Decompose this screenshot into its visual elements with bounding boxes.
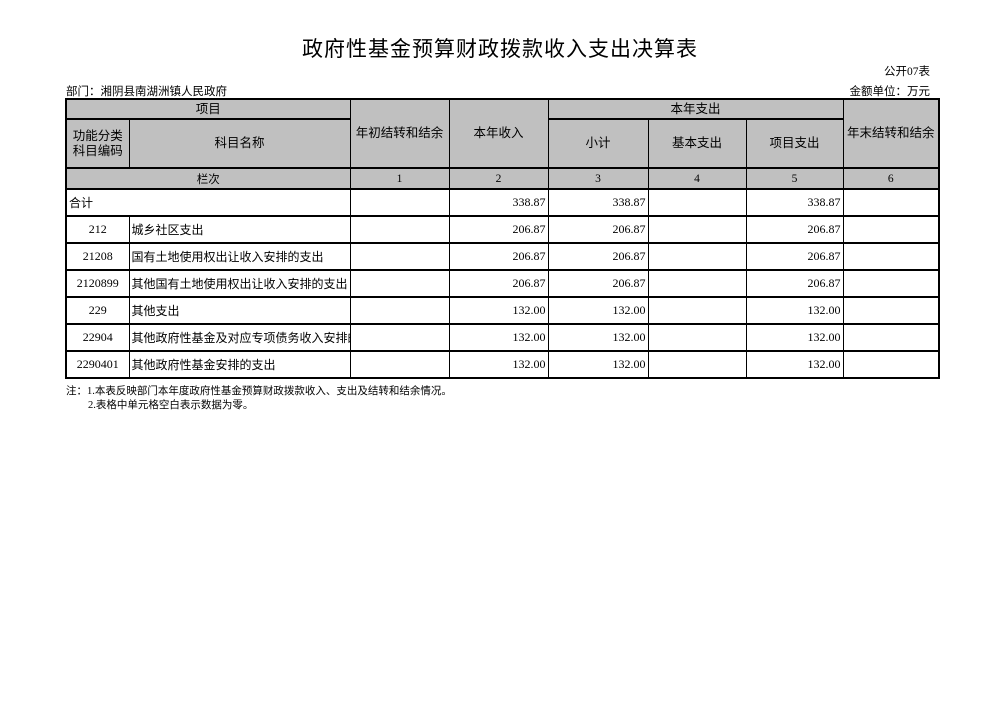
footnote-text-1: 1.本表反映部门本年度政府性基金预算财政拨款收入、支出及结转和结余情况。 xyxy=(87,386,452,397)
row-subject-name: 城乡社区支出 xyxy=(128,215,351,244)
row-code: 22904 xyxy=(65,323,130,352)
row-basic-expense xyxy=(647,296,747,325)
row-subject-name: 其他政府性基金安排的支出 xyxy=(128,350,351,379)
row-end-balance xyxy=(842,350,940,379)
row-subject-name: 其他政府性基金及对应专项债务收入安排的 xyxy=(128,323,351,352)
row-subtotal: 206.87 xyxy=(547,242,649,271)
footnote-prefix: 注： xyxy=(66,386,87,397)
row-year-income: 206.87 xyxy=(448,215,549,244)
column-index-6: 6 xyxy=(842,167,940,190)
col-header-project: 项目 xyxy=(65,98,351,120)
row-begin-balance xyxy=(349,242,450,271)
row-begin-balance xyxy=(349,215,450,244)
table-row: 229 其他支出 132.00 132.00 132.00 xyxy=(65,296,940,325)
department-label: 部门：湘阴县南湖洲镇人民政府 xyxy=(66,86,227,98)
row-subtotal: 132.00 xyxy=(547,323,649,352)
total-row-label: 合计 xyxy=(65,188,351,217)
row-project-expense: 132.00 xyxy=(745,296,844,325)
row-code: 2290401 xyxy=(65,350,130,379)
amount-unit-label: 金额单位：万元 xyxy=(849,86,931,98)
row-subtotal: 206.87 xyxy=(547,269,649,298)
footnotes: 注：1.本表反映部门本年度政府性基金预算财政拨款收入、支出及结转和结余情况。 2… xyxy=(66,385,452,412)
row-end-balance xyxy=(842,215,940,244)
column-index-4: 4 xyxy=(647,167,747,190)
row-code: 212 xyxy=(65,215,130,244)
total-begin-balance xyxy=(349,188,450,217)
col-header-subtotal: 小计 xyxy=(547,118,649,169)
row-end-balance xyxy=(842,269,940,298)
total-row: 合计 338.87 338.87 338.87 xyxy=(65,188,940,217)
row-begin-balance xyxy=(349,350,450,379)
col-header-year-expense: 本年支出 xyxy=(547,98,844,120)
col-header-project-expense: 项目支出 xyxy=(745,118,844,169)
total-end-balance xyxy=(842,188,940,217)
table-row: 21208 国有土地使用权出让收入安排的支出 206.87 206.87 206… xyxy=(65,242,940,271)
total-year-income: 338.87 xyxy=(448,188,549,217)
column-index-3: 3 xyxy=(547,167,649,190)
column-index-5: 5 xyxy=(745,167,844,190)
column-index-label: 栏次 xyxy=(65,167,351,190)
row-year-income: 206.87 xyxy=(448,269,549,298)
row-subject-name: 国有土地使用权出让收入安排的支出 xyxy=(128,242,351,271)
row-year-income: 132.00 xyxy=(448,323,549,352)
footnote-line-2: 2.表格中单元格空白表示数据为零。 xyxy=(88,399,254,411)
row-project-expense: 132.00 xyxy=(745,323,844,352)
row-begin-balance xyxy=(349,323,450,352)
row-code: 2120899 xyxy=(65,269,130,298)
row-basic-expense xyxy=(647,215,747,244)
row-end-balance xyxy=(842,296,940,325)
fund-budget-table: 项目 年初结转和结余 本年收入 本年支出 年末结转和结余 功能分类科目编码 科目… xyxy=(65,98,941,379)
row-subject-name: 其他国有土地使用权出让收入安排的支出 xyxy=(128,269,351,298)
column-index-1: 1 xyxy=(349,167,450,190)
column-index-2: 2 xyxy=(448,167,549,190)
row-subtotal: 206.87 xyxy=(547,215,649,244)
row-project-expense: 206.87 xyxy=(745,242,844,271)
header-row-2: 功能分类科目编码 科目名称 小计 基本支出 项目支出 xyxy=(65,118,939,169)
total-subtotal: 338.87 xyxy=(547,188,649,217)
header-row-1: 项目 年初结转和结余 本年收入 本年支出 年末结转和结余 xyxy=(65,98,940,169)
row-year-income: 206.87 xyxy=(448,242,549,271)
column-index-row: 栏次 1 2 3 4 5 6 xyxy=(65,167,940,190)
total-project-expense: 338.87 xyxy=(745,188,844,217)
row-basic-expense xyxy=(647,269,747,298)
row-basic-expense xyxy=(647,323,747,352)
col-header-basic-expense: 基本支出 xyxy=(647,118,747,169)
total-basic-expense xyxy=(647,188,747,217)
col-header-begin-balance: 年初结转和结余 xyxy=(349,98,450,169)
row-begin-balance xyxy=(349,269,450,298)
col-header-func-code: 功能分类科目编码 xyxy=(65,118,130,169)
row-end-balance xyxy=(842,242,940,271)
row-basic-expense xyxy=(647,242,747,271)
table-row: 212 城乡社区支出 206.87 206.87 206.87 xyxy=(65,215,940,244)
row-year-income: 132.00 xyxy=(448,350,549,379)
row-begin-balance xyxy=(349,296,450,325)
row-project-expense: 132.00 xyxy=(745,350,844,379)
row-basic-expense xyxy=(647,350,747,379)
row-code: 229 xyxy=(65,296,130,325)
form-code-label: 公开07表 xyxy=(884,66,930,78)
table-row: 22904 其他政府性基金及对应专项债务收入安排的 132.00 132.00 … xyxy=(65,323,940,352)
row-project-expense: 206.87 xyxy=(745,215,844,244)
row-year-income: 132.00 xyxy=(448,296,549,325)
row-project-expense: 206.87 xyxy=(745,269,844,298)
table-row: 2290401 其他政府性基金安排的支出 132.00 132.00 132.0… xyxy=(65,350,940,379)
row-end-balance xyxy=(842,323,940,352)
row-subject-name: 其他支出 xyxy=(128,296,351,325)
col-header-subject-name: 科目名称 xyxy=(128,118,351,169)
row-code: 21208 xyxy=(65,242,130,271)
page-title: 政府性基金预算财政拨款收入支出决算表 xyxy=(302,37,698,61)
row-subtotal: 132.00 xyxy=(547,350,649,379)
row-subtotal: 132.00 xyxy=(547,296,649,325)
table-row: 2120899 其他国有土地使用权出让收入安排的支出 206.87 206.87… xyxy=(65,269,940,298)
col-header-end-balance: 年末结转和结余 xyxy=(842,98,940,169)
col-header-year-income: 本年收入 xyxy=(448,98,549,169)
footnote-line-1: 注：1.本表反映部门本年度政府性基金预算财政拨款收入、支出及结转和结余情况。 xyxy=(66,385,452,399)
